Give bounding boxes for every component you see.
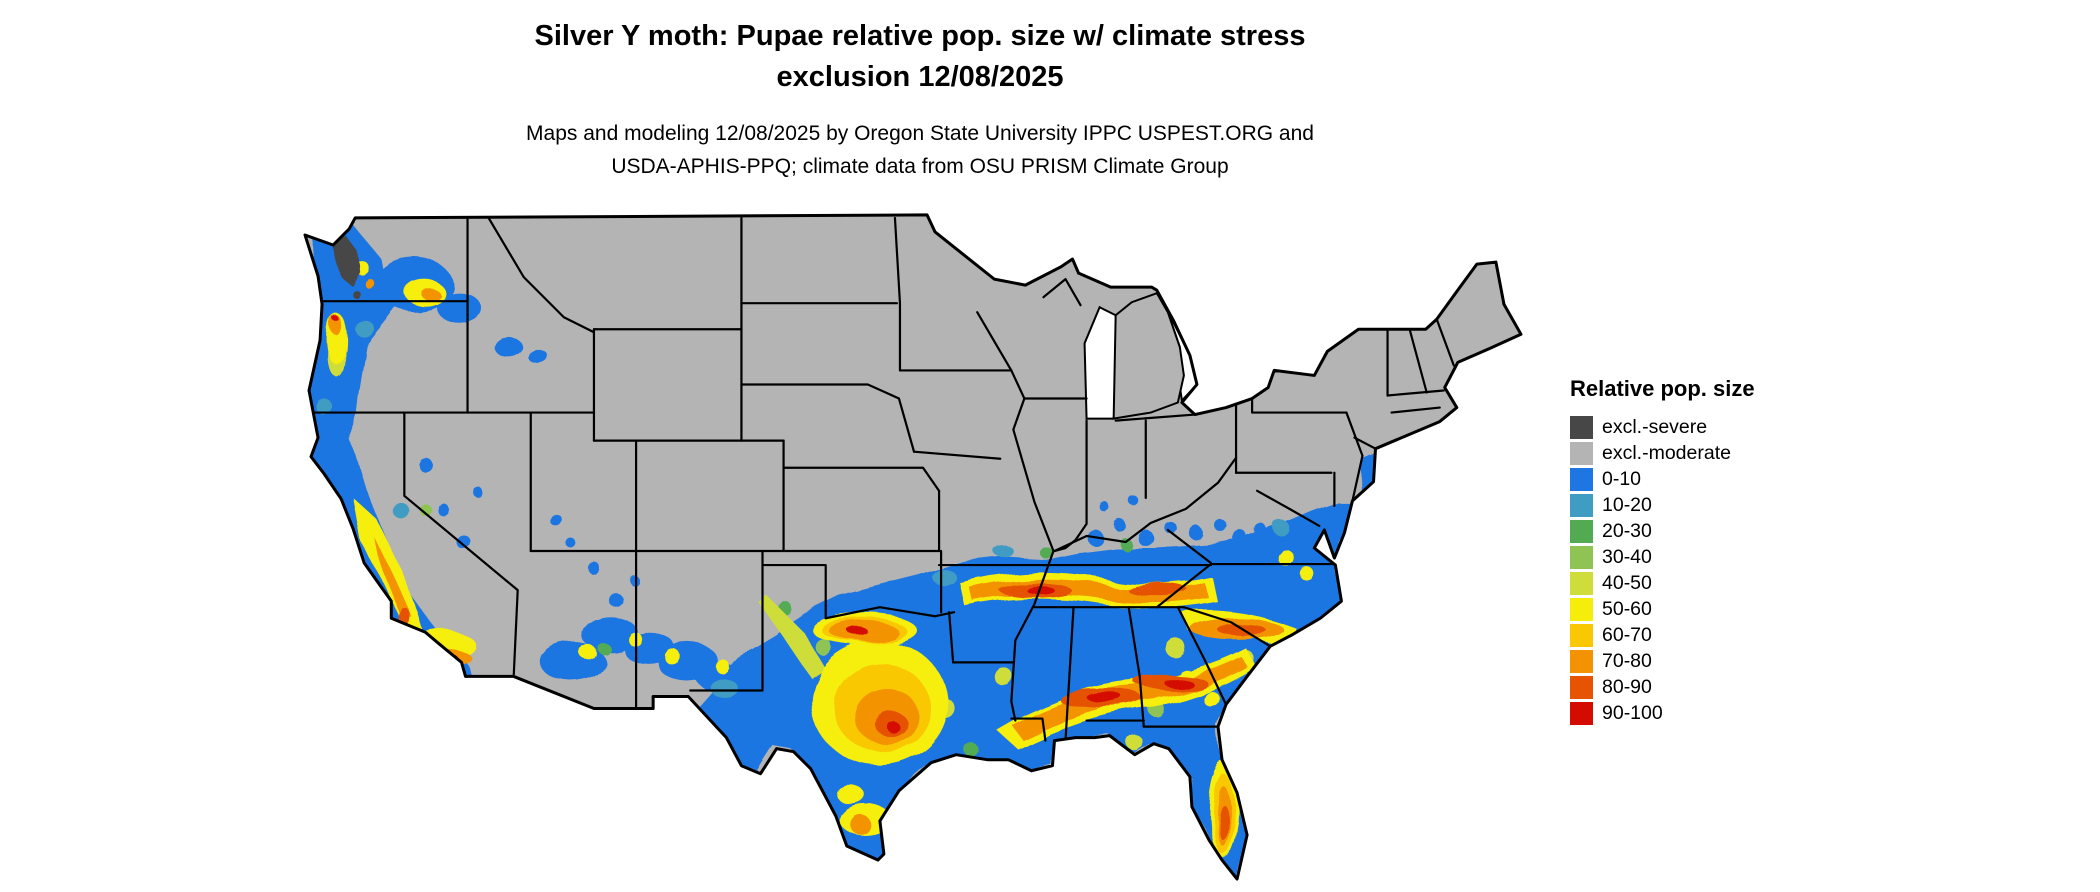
legend-item: 90-100	[1570, 700, 1755, 726]
legend-swatch	[1570, 493, 1593, 517]
legend-swatch	[1570, 597, 1593, 621]
legend-label: excl.-moderate	[1602, 441, 1731, 464]
figure-subtitle: Maps and modeling 12/08/2025 by Oregon S…	[0, 118, 1840, 183]
figure-title-line2: exclusion 12/08/2025	[776, 61, 1064, 94]
legend-label: 90-100	[1602, 701, 1663, 724]
legend-label: 0-10	[1602, 467, 1642, 490]
legend-items: excl.-severe excl.-moderate 0-10 10-20 20-30…	[1570, 414, 1755, 726]
legend-swatch	[1570, 519, 1593, 543]
legend-swatch	[1570, 675, 1593, 699]
legend-label: 30-40	[1602, 545, 1652, 568]
legend: Relative pop. size excl.-severe excl.-mod…	[1570, 376, 1755, 726]
legend-label: 20-30	[1602, 519, 1652, 542]
legend-label: 70-80	[1602, 649, 1652, 672]
legend-item: 10-20	[1570, 492, 1755, 518]
legend-label: excl.-severe	[1602, 415, 1708, 438]
legend-swatch	[1570, 571, 1593, 595]
figure-subtitle-line2: USDA-APHIS-PPQ; climate data from OSU PR…	[611, 154, 1229, 178]
legend-label: 60-70	[1602, 623, 1652, 646]
legend-item: 0-10	[1570, 466, 1755, 492]
legend-title: Relative pop. size	[1570, 376, 1755, 401]
legend-item: 50-60	[1570, 596, 1755, 622]
figure-header: Silver Y moth: Pupae relative pop. size …	[0, 16, 1840, 183]
figure-subtitle-line1: Maps and modeling 12/08/2025 by Oregon S…	[526, 122, 1314, 146]
legend-item: 70-80	[1570, 648, 1755, 674]
us-risk-map	[303, 206, 1523, 886]
legend-item: 60-70	[1570, 622, 1755, 648]
legend-swatch	[1570, 701, 1593, 725]
legend-item: 40-50	[1570, 570, 1755, 596]
legend-label: 10-20	[1602, 493, 1652, 516]
legend-swatch	[1570, 545, 1593, 569]
risk-layer-excl-severe	[331, 236, 360, 298]
legend-swatch	[1570, 467, 1593, 491]
state-borders	[307, 216, 1455, 742]
legend-swatch	[1570, 441, 1593, 465]
legend-label: 80-90	[1602, 675, 1652, 698]
legend-item: excl.-severe	[1570, 414, 1755, 440]
michigan-lower-peninsula	[1112, 291, 1185, 420]
figure-title-line1: Silver Y moth: Pupae relative pop. size …	[534, 20, 1306, 52]
legend-item: 30-40	[1570, 544, 1755, 570]
legend-item: 20-30	[1570, 518, 1755, 544]
legend-item: excl.-moderate	[1570, 440, 1755, 466]
legend-item: 80-90	[1570, 674, 1755, 700]
legend-swatch	[1570, 649, 1593, 673]
legend-label: 50-60	[1602, 597, 1652, 620]
legend-swatch	[1570, 415, 1593, 439]
legend-label: 40-50	[1602, 571, 1652, 594]
legend-swatch	[1570, 623, 1593, 647]
